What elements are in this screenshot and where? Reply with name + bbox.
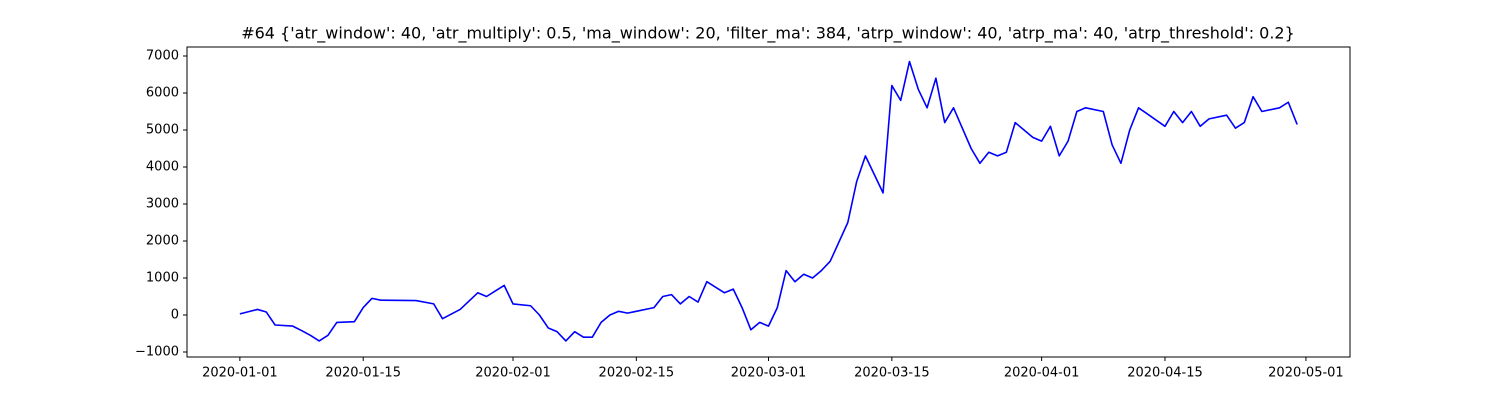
x-tick-label: 2020-01-15 [325,366,401,381]
y-tick-label: 0 [171,308,179,323]
x-tick-label: 2020-03-01 [731,366,807,381]
y-tick-label: 7000 [146,48,179,63]
y-tick-label: 3000 [146,196,179,211]
x-tick-label: 2020-02-01 [475,366,551,381]
x-tick-label: 2020-01-01 [202,366,278,381]
y-tick-label: 6000 [146,85,179,100]
y-tick-label: 2000 [146,233,179,248]
x-tick-label: 2020-02-15 [599,366,675,381]
x-tick-label: 2020-03-15 [854,366,930,381]
x-tick-label: 2020-05-01 [1268,366,1344,381]
series-line [239,60,1298,342]
chart-title: #64 {'atr_window': 40, 'atr_multiply': 0… [241,24,1295,44]
y-tick-label: 1000 [146,271,179,286]
x-tick-label: 2020-04-15 [1127,366,1203,381]
x-tick-label: 2020-04-01 [1004,366,1080,381]
y-tick-label: 4000 [146,159,179,174]
y-tick-label: −1000 [135,345,179,360]
y-tick-label: 5000 [146,122,179,137]
axes-frame [186,46,1351,358]
